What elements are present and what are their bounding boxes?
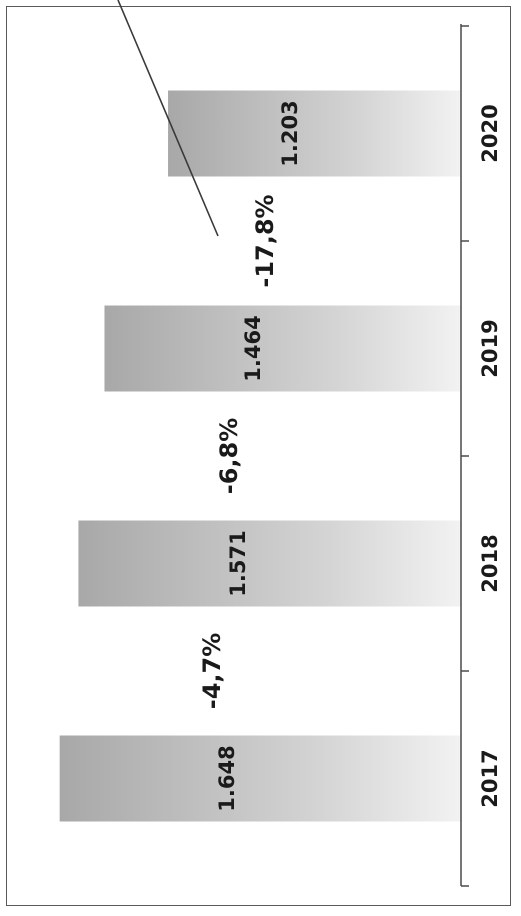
change-label-2: -6,8% (215, 418, 243, 495)
change-label-1: -4,7% (198, 633, 226, 710)
category-label-2019: 2019 (478, 319, 502, 377)
bar-2019 (104, 305, 462, 392)
bar-2020 (168, 90, 461, 177)
category-label-2017: 2017 (478, 749, 502, 807)
category-label-2018: 2018 (478, 534, 502, 592)
data-label-2017: 1.648 (215, 745, 239, 811)
data-label-2020: 1.203 (278, 100, 302, 166)
category-label-2020: 2020 (478, 104, 502, 162)
chart-frame (6, 6, 511, 906)
bar-2018 (78, 520, 462, 607)
change-label-3: -17,8% (251, 194, 279, 287)
connector-line (117, 0, 219, 237)
data-label-2019: 1.464 (241, 315, 265, 381)
data-label-2018: 1.571 (226, 530, 250, 596)
bar-2017 (59, 735, 462, 822)
